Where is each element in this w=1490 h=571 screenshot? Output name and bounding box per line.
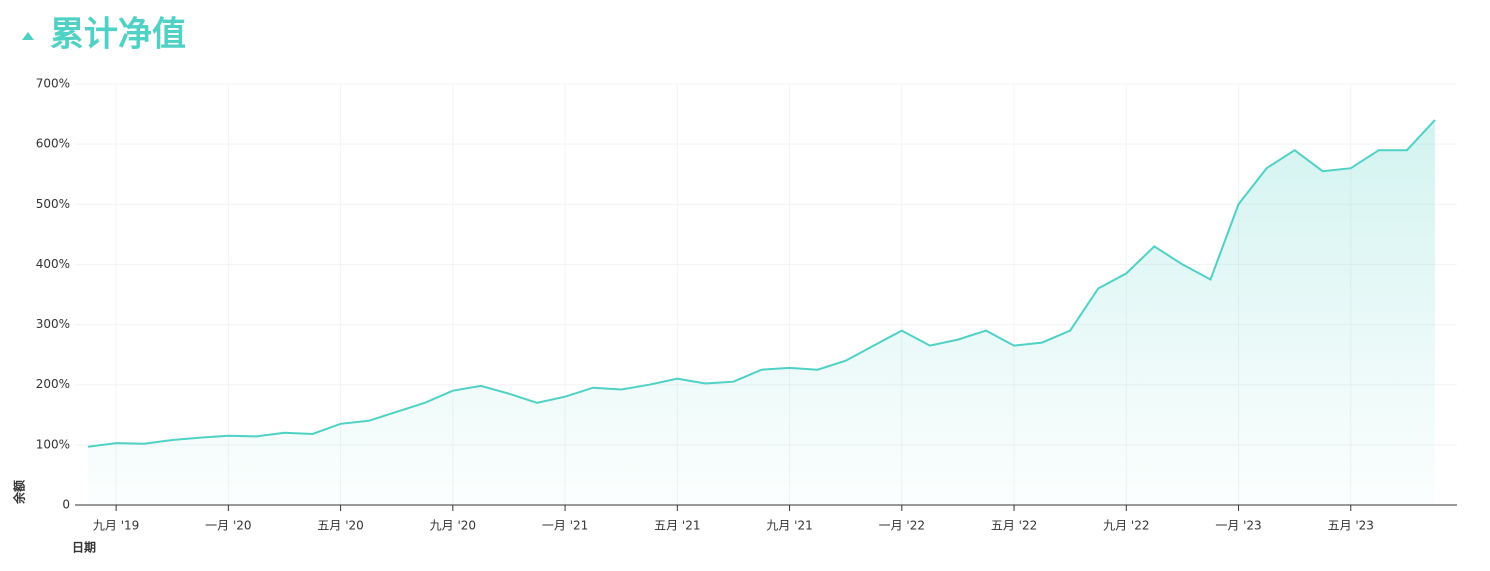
y-tick-label: 300%: [36, 317, 70, 331]
x-tick-label: 一月 '20: [205, 519, 251, 533]
y-tick-label: 700%: [36, 77, 70, 91]
x-tick-label: 五月 '21: [654, 519, 700, 533]
chart-title: 累计净值: [50, 15, 186, 55]
x-tick-label: 一月 '22: [879, 519, 925, 533]
x-tick-label: 九月 '20: [430, 519, 476, 533]
line: [87, 119, 1436, 448]
x-tick-label: 五月 '20: [317, 519, 363, 533]
x-tick-label: 一月 '21: [542, 519, 588, 533]
y-tick-label: 500%: [36, 197, 70, 211]
x-tick-label: 五月 '23: [1328, 519, 1374, 533]
y-tick-label: 600%: [36, 137, 70, 151]
x-axis-label: 日期: [72, 540, 96, 555]
x-tick-label: 九月 '22: [1103, 519, 1149, 533]
collapse-icon[interactable]: [22, 32, 34, 40]
y-tick-label: 100%: [36, 437, 70, 451]
y-tick-label: 0: [62, 498, 70, 512]
area: [88, 120, 1435, 505]
x-tick-label: 一月 '23: [1215, 519, 1261, 533]
x-tick-label: 九月 '19: [93, 519, 139, 533]
y-tick-label: 200%: [36, 377, 70, 391]
y-axis-label: 余额: [12, 480, 27, 505]
x-tick-label: 五月 '22: [991, 519, 1037, 533]
y-tick-label: 400%: [36, 257, 70, 271]
x-tick-label: 九月 '21: [766, 519, 812, 533]
